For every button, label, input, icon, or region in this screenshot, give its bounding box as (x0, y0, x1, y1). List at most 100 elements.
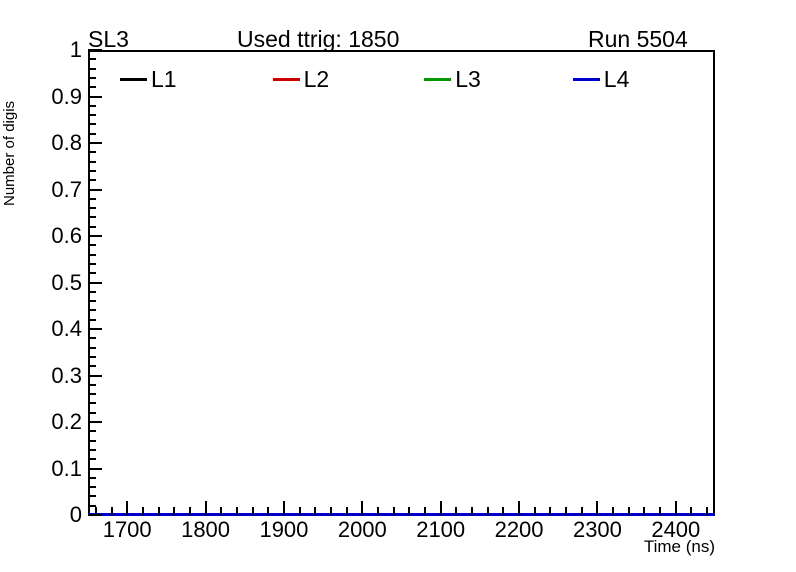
y-tick-minor (88, 458, 96, 461)
x-tick-minor (235, 507, 238, 515)
x-tick-minor (314, 507, 317, 515)
y-tick-minor (88, 272, 96, 275)
x-tick-minor (424, 507, 426, 515)
y-tick-minor (88, 383, 96, 386)
x-axis-title: Time (ns) (643, 537, 715, 556)
x-tick-major (518, 501, 521, 515)
legend-swatch-l2-icon (272, 77, 300, 81)
legend-label-l3: L3 (455, 65, 481, 92)
x-tick-minor (580, 507, 583, 515)
x-tick-major (674, 501, 677, 515)
y-tick-minor (88, 207, 96, 210)
x-tick-label: 1700 (102, 517, 152, 542)
x-tick-major (439, 501, 442, 515)
x-tick-minor (141, 507, 144, 515)
y-tick-minor (88, 262, 96, 265)
legend: L1 L2 L3 L4 (90, 62, 710, 96)
y-tick-minor (88, 114, 96, 117)
y-tick-major (88, 467, 102, 470)
y-tick-major (88, 142, 102, 144)
x-tick-minor (188, 507, 191, 515)
y-tick-minor (88, 448, 96, 451)
y-tick-major (88, 95, 102, 98)
x-tick-minor (157, 507, 160, 515)
y-tick-minor (88, 504, 96, 507)
legend-entry-l4: L4 (572, 65, 630, 92)
x-tick-major (596, 501, 599, 515)
x-tick-label: 2400 (651, 517, 701, 542)
y-tick-minor (88, 104, 96, 107)
y-tick-major (88, 281, 102, 284)
y-tick-minor (88, 86, 96, 89)
x-tick-minor (251, 507, 254, 515)
x-tick-minor (94, 507, 97, 515)
y-tick-minor (88, 253, 96, 256)
y-tick-major (88, 188, 102, 191)
y-tick-minor (88, 225, 96, 228)
x-tick-major (361, 501, 364, 515)
x-tick-minor (298, 507, 301, 515)
x-tick-major (282, 501, 285, 515)
x-tick-minor (502, 507, 505, 515)
legend-label-l4: L4 (603, 65, 630, 92)
y-tick-major (88, 49, 102, 51)
y-tick-minor (88, 67, 96, 70)
y-tick-minor (88, 337, 96, 340)
y-tick-minor (88, 244, 96, 247)
legend-swatch-l3-icon (424, 77, 452, 81)
y-tick-minor (88, 197, 96, 200)
plot-frame (88, 50, 715, 515)
x-tick-label: 2100 (416, 517, 466, 542)
x-tick-minor (627, 507, 630, 515)
x-tick-minor (549, 507, 552, 515)
x-tick-minor (690, 507, 693, 515)
x-tick-minor (612, 507, 615, 515)
y-tick-minor (88, 318, 96, 321)
x-tick-minor (471, 507, 474, 515)
x-tick-minor (533, 507, 536, 515)
y-tick-major (88, 235, 102, 237)
y-tick-major (88, 374, 102, 377)
x-tick-minor (173, 507, 176, 515)
y-tick-minor (88, 355, 96, 358)
x-tick-minor (659, 507, 662, 515)
x-tick-major (126, 501, 129, 515)
x-tick-label: 2300 (572, 517, 622, 542)
legend-entry-l2: L2 (272, 67, 329, 91)
legend-swatch-l4-icon (572, 77, 600, 81)
y-tick-minor (88, 123, 96, 126)
y-tick-minor (88, 151, 96, 154)
x-tick-minor (392, 507, 395, 515)
y-tick-minor (88, 300, 96, 303)
legend-entry-l1: L1 (120, 65, 177, 92)
y-tick-minor (88, 132, 96, 135)
plot-title: Used ttrig: 1850 (237, 26, 400, 52)
y-tick-minor (88, 439, 96, 442)
y-tick-minor (88, 160, 96, 163)
y-tick-minor (88, 495, 96, 498)
y-tick-minor (88, 309, 96, 312)
x-tick-minor (329, 507, 332, 515)
x-tick-minor (486, 507, 489, 515)
y-tick-minor (88, 402, 96, 405)
y-tick-minor (88, 365, 96, 368)
legend-label-l1: L1 (151, 65, 177, 92)
x-tick-minor (110, 507, 113, 515)
y-tick-minor (88, 290, 96, 293)
x-tick-label: 1900 (259, 517, 309, 542)
x-tick-label: 1800 (181, 517, 231, 542)
y-tick-minor (88, 169, 96, 172)
y-tick-minor (88, 476, 96, 479)
run-label: Run 5504 (588, 26, 688, 52)
x-tick-minor (643, 507, 646, 515)
y-tick-minor (88, 430, 96, 433)
x-tick-minor (408, 507, 411, 515)
y-tick-minor (88, 411, 96, 414)
x-tick-minor (706, 507, 709, 515)
x-tick-minor (345, 507, 348, 515)
y-tick-major (88, 328, 102, 330)
y-tick-minor (88, 58, 96, 61)
x-tick-label: 2200 (494, 517, 544, 542)
x-tick-major (204, 501, 207, 515)
